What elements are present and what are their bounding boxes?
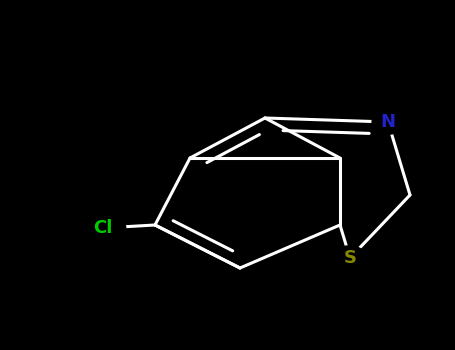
Text: Cl: Cl <box>93 219 113 237</box>
Ellipse shape <box>372 110 404 134</box>
Text: S: S <box>344 249 357 267</box>
Ellipse shape <box>334 246 366 270</box>
Ellipse shape <box>80 216 126 240</box>
Text: N: N <box>380 113 395 131</box>
